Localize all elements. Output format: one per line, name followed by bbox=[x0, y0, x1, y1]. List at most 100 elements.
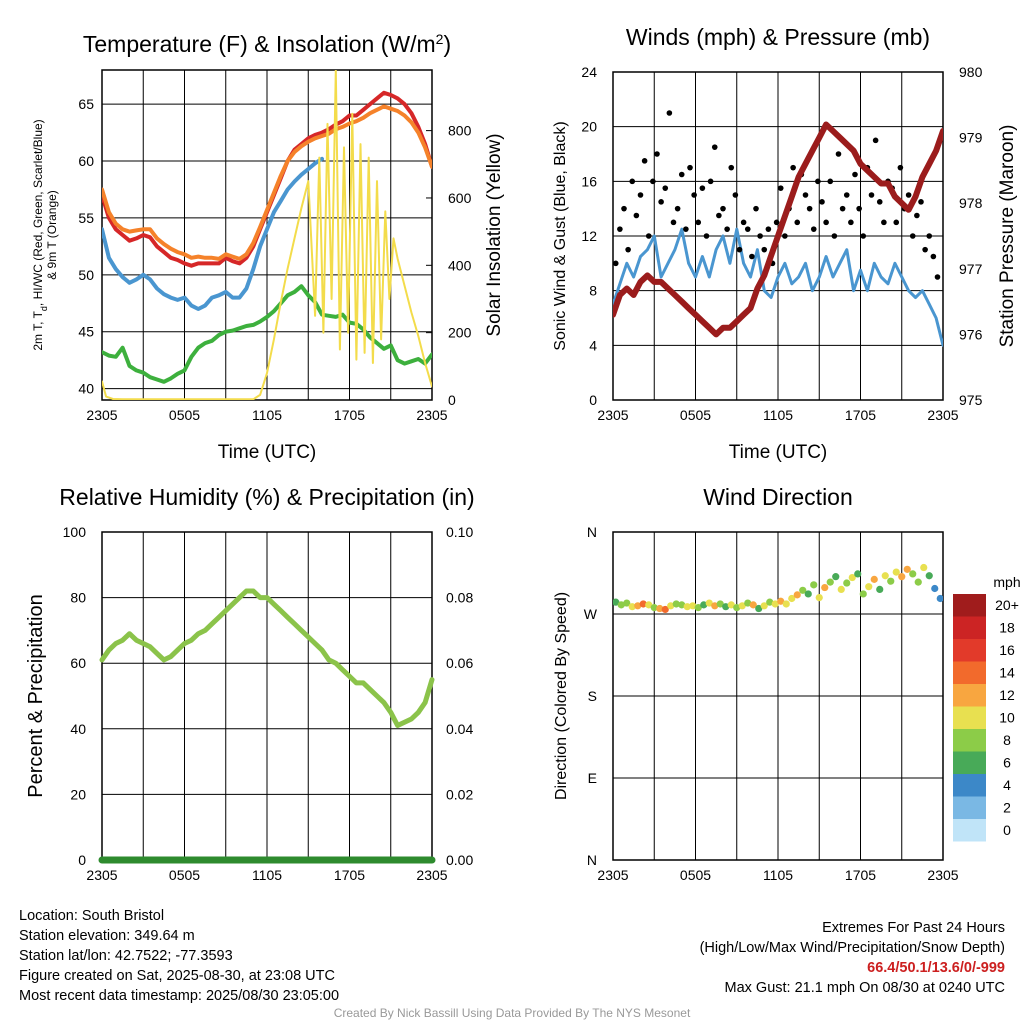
y-tick-label: 60 bbox=[78, 153, 94, 169]
gust-point bbox=[909, 233, 916, 239]
direction-point bbox=[914, 578, 922, 586]
x-tick-label: 2305 bbox=[416, 407, 447, 423]
gust-point bbox=[810, 226, 817, 232]
gust-point bbox=[773, 219, 780, 226]
figure-created: Figure created on Sat, 2025-08-30, at 23… bbox=[19, 968, 335, 984]
gust-point bbox=[893, 219, 900, 226]
direction-point bbox=[793, 591, 801, 599]
direction-point bbox=[804, 590, 812, 598]
gust-point bbox=[794, 219, 801, 226]
gust-point bbox=[777, 185, 784, 191]
direction-point bbox=[837, 585, 845, 594]
plot-frame bbox=[612, 531, 944, 861]
x-tick-label: 1705 bbox=[334, 867, 365, 883]
legend-swatch bbox=[953, 684, 986, 707]
gust-point bbox=[629, 178, 636, 185]
direction-point bbox=[782, 600, 790, 608]
gust-point bbox=[922, 246, 928, 253]
direction-point bbox=[788, 594, 796, 603]
y-right-tick-label: 975 bbox=[959, 392, 983, 408]
series-line-maroon bbox=[613, 121, 943, 338]
x-tick-label: 1105 bbox=[252, 867, 282, 883]
legend-swatch bbox=[953, 661, 986, 684]
extremes-values: 66.4/50.1/13.6/0/-999 bbox=[867, 960, 1005, 976]
max-gust: Max Gust: 21.1 mph On 08/30 at 0240 UTC bbox=[724, 980, 1005, 996]
legend-swatch bbox=[953, 796, 986, 819]
y-tick-label: 50 bbox=[78, 267, 94, 283]
y-axis-label: 2m T, Td, HI/WC (Red, Green, Scarlet/Blu… bbox=[31, 119, 49, 350]
direction-point bbox=[678, 601, 686, 609]
panel-3 bbox=[101, 531, 433, 861]
y-right-tick-label: 600 bbox=[448, 190, 472, 206]
x-tick-label: 0505 bbox=[680, 407, 711, 423]
gust-point bbox=[815, 178, 821, 185]
x-tick-label: 1705 bbox=[334, 407, 365, 423]
x-tick-label: 2305 bbox=[927, 867, 958, 883]
chart-title: Winds (mph) & Pressure (mb) bbox=[626, 24, 930, 50]
y-tick-label: 40 bbox=[78, 381, 94, 397]
gust-point bbox=[868, 192, 875, 198]
gust-point bbox=[823, 219, 829, 226]
x-tick-label: 1105 bbox=[763, 407, 793, 423]
gust-point bbox=[674, 205, 681, 212]
x-tick-label: 1105 bbox=[252, 407, 282, 423]
y-tick-label: 4 bbox=[589, 337, 597, 353]
direction-point bbox=[925, 572, 933, 580]
direction-point bbox=[881, 572, 889, 580]
gust-point bbox=[695, 219, 702, 226]
series-line-green bbox=[102, 284, 432, 384]
y-tick-label: 80 bbox=[70, 590, 86, 606]
gust-point bbox=[934, 274, 941, 280]
gust-point bbox=[613, 260, 619, 267]
y-tick-label: 24 bbox=[581, 64, 597, 80]
gust-point bbox=[633, 212, 640, 219]
gust-point bbox=[707, 178, 714, 185]
direction-point bbox=[898, 573, 906, 581]
y-right-axis-label: Solar Insolation (Yellow) bbox=[484, 133, 505, 336]
legend-label: 6 bbox=[1003, 755, 1011, 771]
x-tick-label: 2305 bbox=[416, 867, 447, 883]
gust-point bbox=[881, 219, 887, 226]
y-tick-label: S bbox=[588, 688, 597, 704]
y-right-tick-label: 0.08 bbox=[446, 590, 473, 606]
y-tick-label: 8 bbox=[589, 283, 597, 299]
direction-point bbox=[650, 604, 658, 612]
y-right-axis-label: Station Pressure (Maroon) bbox=[997, 125, 1018, 348]
y-right-tick-label: 400 bbox=[448, 257, 472, 273]
y-right-tick-label: 0 bbox=[448, 392, 456, 408]
y-right-tick-label: 200 bbox=[448, 325, 472, 341]
y-tick-label: 55 bbox=[78, 210, 94, 226]
legend-swatch bbox=[953, 639, 986, 662]
station-info: Location: South Bristol Station elevatio… bbox=[19, 906, 339, 1006]
gust-point bbox=[761, 246, 768, 253]
x-axis-label: Time (UTC) bbox=[218, 442, 317, 463]
gust-point bbox=[757, 233, 763, 239]
direction-point bbox=[815, 594, 823, 602]
gust-point bbox=[753, 205, 759, 212]
direction-point bbox=[859, 590, 867, 598]
gust-point bbox=[827, 178, 834, 185]
y-right-tick-label: 978 bbox=[959, 195, 983, 211]
gust-point bbox=[703, 233, 710, 239]
y-tick-label: N bbox=[587, 524, 597, 540]
recent-timestamp: Most recent data timestamp: 2025/08/30 2… bbox=[19, 988, 340, 1004]
gust-point bbox=[625, 246, 631, 253]
gust-point bbox=[852, 171, 858, 178]
gust-point bbox=[621, 205, 627, 212]
extremes-title: Extremes For Past 24 Hours bbox=[822, 920, 1005, 936]
x-tick-label: 2305 bbox=[927, 407, 958, 423]
y-right-tick-label: 0.04 bbox=[446, 721, 473, 737]
gust-point bbox=[744, 226, 751, 232]
gust-point bbox=[905, 192, 912, 198]
gust-point bbox=[765, 226, 772, 232]
legend-label: 12 bbox=[999, 687, 1015, 703]
legend-label: 2 bbox=[1003, 800, 1011, 816]
direction-point bbox=[744, 599, 752, 607]
gust-point bbox=[699, 185, 706, 191]
direction-point bbox=[760, 602, 768, 610]
series-line-light_green bbox=[99, 588, 435, 728]
x-tick-label: 2305 bbox=[597, 407, 628, 423]
gust-point bbox=[918, 199, 924, 205]
series-line-blue bbox=[102, 156, 324, 311]
direction-point bbox=[755, 604, 763, 613]
